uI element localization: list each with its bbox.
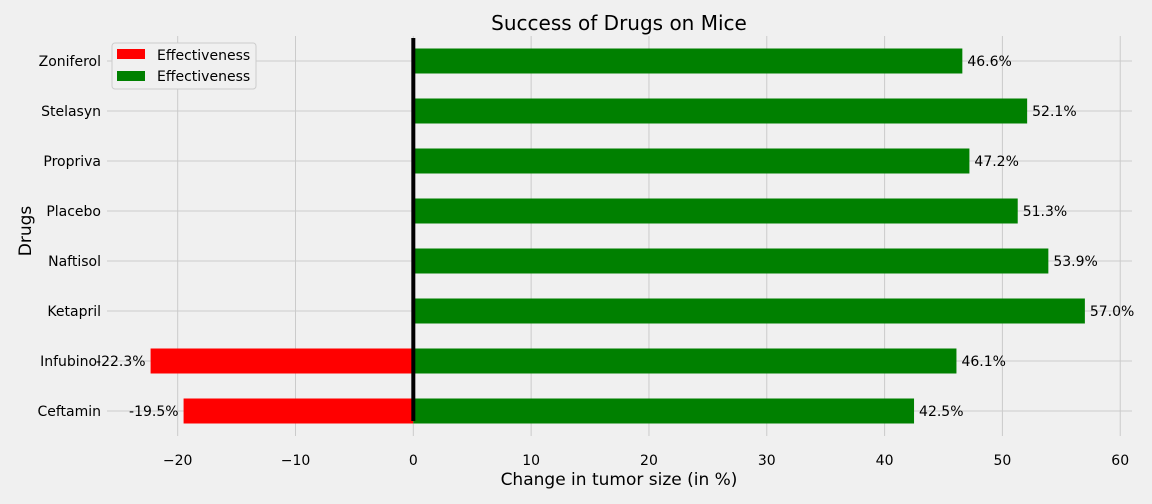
data-label: -22.3% [96,354,146,370]
y-tick-label: Placebo [46,204,101,220]
x-tick-label: −10 [281,453,311,469]
data-label: 46.6% [967,54,1011,70]
y-tick-label: Ketapril [47,304,101,320]
bar-labels: -19.5% -22.3% 42.5% 46.1% 57.0% 53.9% 51.3% 47.… [96,54,1134,420]
bar [413,198,1018,224]
axes: −20 −10 0 10 20 30 40 50 60 Ceftamin Infubinol Keta… [37,38,1129,469]
x-tick-label: 0 [409,453,418,469]
legend-label-1: Effectiveness [157,48,250,64]
bar [413,398,915,424]
x-tick-label: 20 [640,453,658,469]
data-label: 51.3% [1023,204,1067,220]
bar [413,348,957,374]
bar [413,298,1085,324]
data-label: 46.1% [961,354,1005,370]
y-axis-title: Drugs [16,206,36,257]
bar [150,348,414,374]
data-label: 57.0% [1090,304,1134,320]
data-label: 52.1% [1032,104,1076,120]
x-tick-label: 30 [758,453,776,469]
y-tick-label: Zoniferol [39,54,101,70]
legend-swatch-green [117,71,145,81]
data-label: 53.9% [1053,254,1097,270]
y-tick-label: Naftisol [48,254,101,270]
x-tick-label: 10 [522,453,540,469]
bar [413,148,970,174]
x-axis-title: Change in tumor size (in %) [501,470,738,490]
x-tick-label: 40 [876,453,894,469]
legend: Effectiveness Effectiveness [111,42,257,90]
chart-title: Success of Drugs on Mice [491,11,747,35]
bar [413,48,963,74]
legend-label-2: Effectiveness [157,69,250,85]
x-tick-label: −20 [163,453,193,469]
data-label: 42.5% [919,404,963,420]
bar [413,98,1028,124]
y-tick-label: Infubinol [40,354,101,370]
bar [413,248,1049,274]
grid [107,36,1132,436]
data-label: -19.5% [129,404,179,420]
x-tick-label: 60 [1111,453,1129,469]
data-label: 47.2% [974,154,1018,170]
bar [183,398,414,424]
legend-box [111,42,257,90]
legend-swatch-red [117,49,145,59]
bars [150,48,1085,424]
y-tick-label: Stelasyn [41,104,101,120]
y-tick-label: Ceftamin [37,404,101,420]
x-tick-label: 50 [993,453,1011,469]
y-tick-label: Propriva [43,154,101,170]
